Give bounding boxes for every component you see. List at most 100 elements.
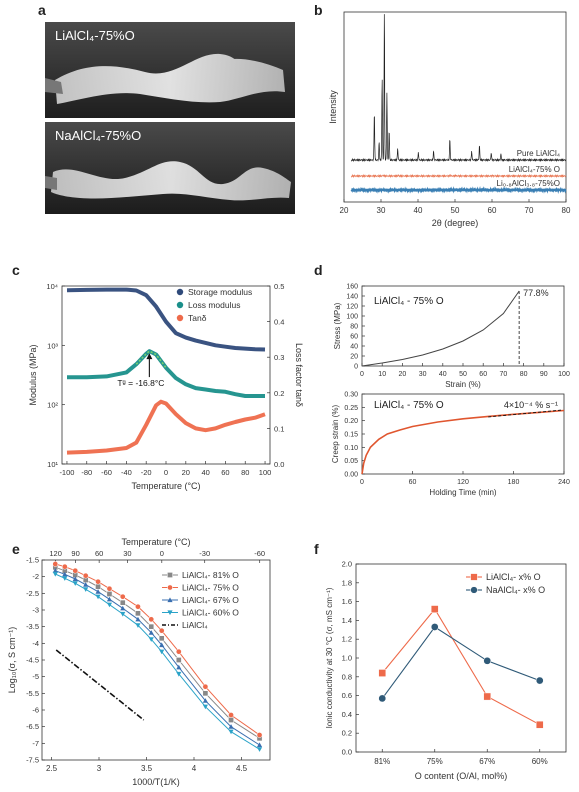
data-point xyxy=(62,571,68,577)
film-roll-illustration xyxy=(45,22,295,118)
x-axis-label-top: Temperature (°C) xyxy=(121,537,190,547)
x-tick-label-top: 60 xyxy=(95,549,103,558)
data-point xyxy=(256,732,263,738)
y-tick-label-right: 0.1 xyxy=(274,424,284,433)
y-tick-label: -6.5 xyxy=(26,722,39,731)
data-point xyxy=(52,561,59,567)
conductivity-series-line xyxy=(381,608,541,726)
dma-series-line xyxy=(66,287,266,352)
x-tick-label: 81% xyxy=(374,757,390,766)
y-tick-label: 120 xyxy=(346,304,358,311)
data-point xyxy=(135,623,141,628)
x-tick-label: 60 xyxy=(479,371,487,378)
x-tick-label: 3.5 xyxy=(141,764,153,773)
y-tick-label-right: 0.2 xyxy=(274,389,284,398)
data-point xyxy=(72,576,78,582)
data-point xyxy=(72,567,79,574)
series-label: LiAlCl₄-75% O xyxy=(509,165,560,174)
x-tick-label: 75% xyxy=(427,757,443,766)
legend-marker xyxy=(176,288,184,296)
x-axis-label: 1000/T(1/K) xyxy=(132,777,180,787)
x-tick-label: 90 xyxy=(540,371,548,378)
panel-letter-f: f xyxy=(314,541,319,557)
y-tick-label: 1.4 xyxy=(342,616,352,625)
data-point xyxy=(535,720,544,729)
x-tick-label: 10 xyxy=(378,371,386,378)
y-tick-label: 1.0 xyxy=(342,654,352,663)
x-tick-label: -20 xyxy=(141,468,152,477)
data-point xyxy=(159,649,165,655)
photo-naalcl4-film: NaAlCl₄-75%O xyxy=(45,122,295,214)
y-tick-label: 1.6 xyxy=(342,597,352,606)
data-point xyxy=(159,642,165,648)
x-tick-label: 50 xyxy=(451,206,460,215)
x-tick-label: 30 xyxy=(377,206,386,215)
data-point xyxy=(228,729,234,735)
x-tick-label: 100 xyxy=(259,468,272,477)
data-point xyxy=(83,582,89,587)
legend-label: Tanδ xyxy=(188,313,207,323)
y-tick-label: -2.5 xyxy=(26,589,39,598)
legend-marker xyxy=(176,301,184,309)
x-tick-label: 100 xyxy=(558,371,570,378)
y-tick-label: 60 xyxy=(350,334,358,341)
y-tick-label: -4 xyxy=(32,639,39,648)
arrhenius-series-line xyxy=(55,573,260,750)
x-tick-label-top: 30 xyxy=(123,549,131,558)
x-tick-label: 4.5 xyxy=(236,764,248,773)
y-tick-label: -6 xyxy=(32,706,39,715)
y-tick-label: 0.00 xyxy=(344,472,358,479)
x-tick-label: -60 xyxy=(101,468,112,477)
data-point xyxy=(483,656,492,665)
x-tick-label: -100 xyxy=(59,468,74,477)
panel-letter-a: a xyxy=(38,2,46,18)
legend-label: LiAlCl₄ xyxy=(182,620,208,630)
conductivity-series-line xyxy=(381,626,540,699)
data-point xyxy=(167,597,173,603)
data-point xyxy=(83,587,89,592)
y-tick-label: 0.30 xyxy=(344,392,358,399)
y-tick-label: -4.5 xyxy=(26,656,39,665)
x-tick-label: -40 xyxy=(121,468,132,477)
legend-label: LiAlCl₄- 67% O xyxy=(182,595,239,605)
y-tick-label: -1.5 xyxy=(26,556,39,565)
x-axis-label: 2θ (degree) xyxy=(432,218,479,228)
data-point xyxy=(202,704,208,710)
x-tick-label: 80 xyxy=(520,371,528,378)
legend-label: Loss modulus xyxy=(188,300,240,310)
x-tick-label: 40 xyxy=(439,371,447,378)
legend-marker xyxy=(176,314,184,322)
series-label: Pure LiAlCl₄ xyxy=(517,149,560,158)
y-tick-label: 0.25 xyxy=(344,405,358,412)
legend-label: LiAlCl₄- x% O xyxy=(486,572,541,582)
y-tick-label: -5.5 xyxy=(26,689,39,698)
data-point xyxy=(82,572,89,579)
stress-strain-line xyxy=(361,290,520,367)
y-tick-label: 160 xyxy=(346,284,358,291)
y-tick-label: 40 xyxy=(350,344,358,351)
panel-letter-c: c xyxy=(12,262,20,278)
data-point xyxy=(158,635,165,642)
tg-arrowhead xyxy=(146,353,153,360)
x-tick-label-top: 90 xyxy=(71,549,79,558)
data-point xyxy=(148,616,155,623)
data-point xyxy=(61,563,68,570)
x-tick-label: 40 xyxy=(414,206,423,215)
rate-label: 4×10⁻⁴ % s⁻¹ xyxy=(504,400,558,410)
y-tick-label: 0.4 xyxy=(342,710,352,719)
data-point xyxy=(483,692,492,701)
data-point xyxy=(52,568,58,573)
x-tick-label: -80 xyxy=(81,468,92,477)
x-tick-label: 4 xyxy=(192,764,197,773)
data-point xyxy=(106,602,113,608)
x-tick-label: 60% xyxy=(532,757,548,766)
dma-series-line xyxy=(67,349,265,398)
xrd-series-line xyxy=(350,186,567,194)
y-tick-label: 20 xyxy=(350,354,358,361)
y-tick-label: 80 xyxy=(350,324,358,331)
y-axis-label: Modulus (MPa) xyxy=(28,344,38,405)
data-point xyxy=(120,605,126,611)
x-tick-label: 0 xyxy=(360,371,364,378)
xrd-series-line xyxy=(351,173,567,179)
